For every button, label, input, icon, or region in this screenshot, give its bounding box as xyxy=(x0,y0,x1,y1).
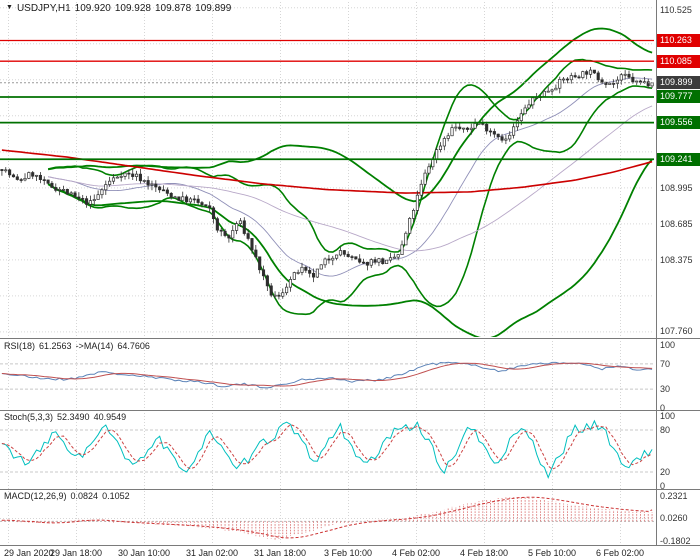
stoch-indicator-label: Stoch(5,3,3) 52.3490 40.9549 xyxy=(4,412,130,422)
price-axis-label: 107.760 xyxy=(660,326,693,337)
stoch-value: 52.3490 xyxy=(57,412,90,422)
ohlc-close: 109.899 xyxy=(195,3,232,14)
macd-axis-label: -0.1802 xyxy=(660,536,691,546)
price-axis-label: 108.375 xyxy=(660,254,693,265)
stoch-axis-label: 100 xyxy=(660,411,676,421)
rsi-ma-value: 64.7606 xyxy=(117,341,150,351)
macd-indicator-label: MACD(12,26,9) 0.0824 0.1052 xyxy=(4,491,134,501)
stoch-name: Stoch(5,3,3) xyxy=(4,412,54,422)
support-price-tag: 109.777 xyxy=(657,90,700,104)
stoch-axis-label: 80 xyxy=(660,425,671,435)
stoch-signal-value: 40.9549 xyxy=(93,412,127,422)
rsi-indicator-label: RSI(18) 61.2563 ->MA(14) 64.7606 xyxy=(4,341,154,351)
macd-name: MACD(12,26,9) xyxy=(4,491,67,501)
price-axis-label: 110.525 xyxy=(660,5,692,16)
resistance-price-tag: 110.263 xyxy=(657,34,700,47)
symbol-dropdown-icon[interactable]: ▼ xyxy=(6,4,13,11)
support-price-tag: 109.241 xyxy=(657,152,700,166)
resistance-price-tag: 110.085 xyxy=(657,54,700,68)
rsi-value: 61.2563 xyxy=(39,341,72,351)
ohlc-low: 109.878 xyxy=(154,3,192,14)
price-axis-label: 108.685 xyxy=(660,218,693,229)
macd-axis-label: 0.2321 xyxy=(660,491,688,501)
rsi-axis-label: 100 xyxy=(660,340,676,350)
current-price-tag: 109.899 xyxy=(657,76,700,90)
stoch-axis-label: 0 xyxy=(660,481,666,491)
ohlc-high: 109.928 xyxy=(114,3,151,14)
support-price-tag: 109.556 xyxy=(657,116,700,130)
stoch-axis-label: 20 xyxy=(660,467,671,477)
price-axis[interactable]: 110.525 108.995 108.685 108.375 107.760 110.2… xyxy=(657,0,700,546)
symbol-name: USDJPY,H1 xyxy=(16,3,71,14)
ohlc-open: 109.920 xyxy=(74,3,111,14)
rsi-axis-label: 0 xyxy=(660,403,666,413)
price-axis-label: 108.995 xyxy=(660,182,693,193)
rsi-axis-label: 70 xyxy=(660,358,671,369)
rsi-axis-label: 30 xyxy=(660,384,671,395)
macd-axis-label: 0.0260 xyxy=(660,513,688,524)
rsi-name: RSI(18) xyxy=(4,341,36,351)
symbol-header: ▼ USDJPY,H1 109.920 109.928 109.878 109.899 xyxy=(6,3,235,14)
macd-signal-value: 0.1052 xyxy=(102,491,130,501)
rsi-ma-name: ->MA(14) xyxy=(75,341,114,351)
macd-value: 0.0824 xyxy=(70,491,99,501)
